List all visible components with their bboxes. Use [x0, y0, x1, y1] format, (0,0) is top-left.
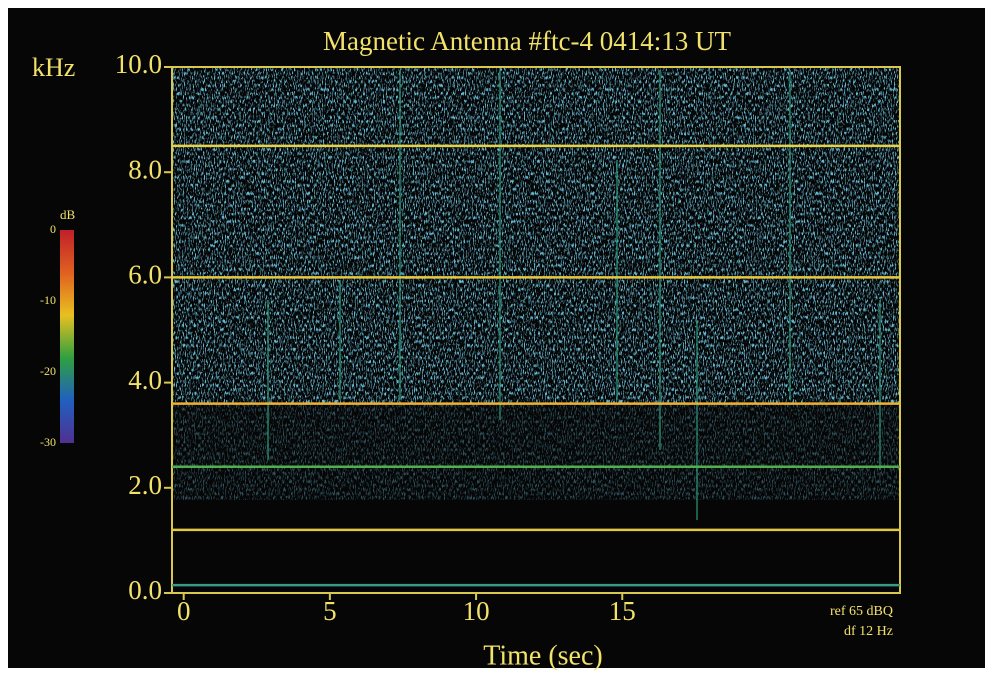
x-tick-label: 5 — [323, 596, 337, 626]
colorbar-tick-label: -30 — [40, 435, 56, 449]
colorbar-tick-label: -10 — [40, 293, 56, 307]
x-axis-label: Time (sec) — [483, 640, 603, 671]
chart: Magnetic Antenna #ftc-4 0414:13 UT kHz T… — [0, 0, 993, 677]
x-tick-label: 15 — [609, 596, 636, 626]
y-tick-label: 0.0 — [128, 575, 162, 605]
y-tick-label: 10.0 — [115, 49, 162, 79]
annotation: df 12 Hz — [844, 624, 893, 639]
y-tick-label: 8.0 — [128, 154, 162, 184]
x-tick-label: 10 — [463, 596, 490, 626]
colorbar-label: dB — [60, 207, 76, 222]
chart-title: Magnetic Antenna #ftc-4 0414:13 UT — [323, 26, 731, 56]
x-tick-label: 0 — [177, 596, 191, 626]
spectrogram-texture — [172, 67, 900, 520]
annotation: ref 65 dBQ — [830, 604, 893, 619]
y-tick-label: 4.0 — [128, 365, 162, 395]
colorbar-tick-label: -20 — [40, 364, 56, 378]
y-axis-label: kHz — [32, 53, 75, 82]
colorbar-tick-label: 0 — [50, 222, 56, 236]
colorbar — [60, 230, 74, 443]
y-tick-label: 2.0 — [128, 470, 162, 500]
y-tick-label: 6.0 — [128, 260, 162, 290]
